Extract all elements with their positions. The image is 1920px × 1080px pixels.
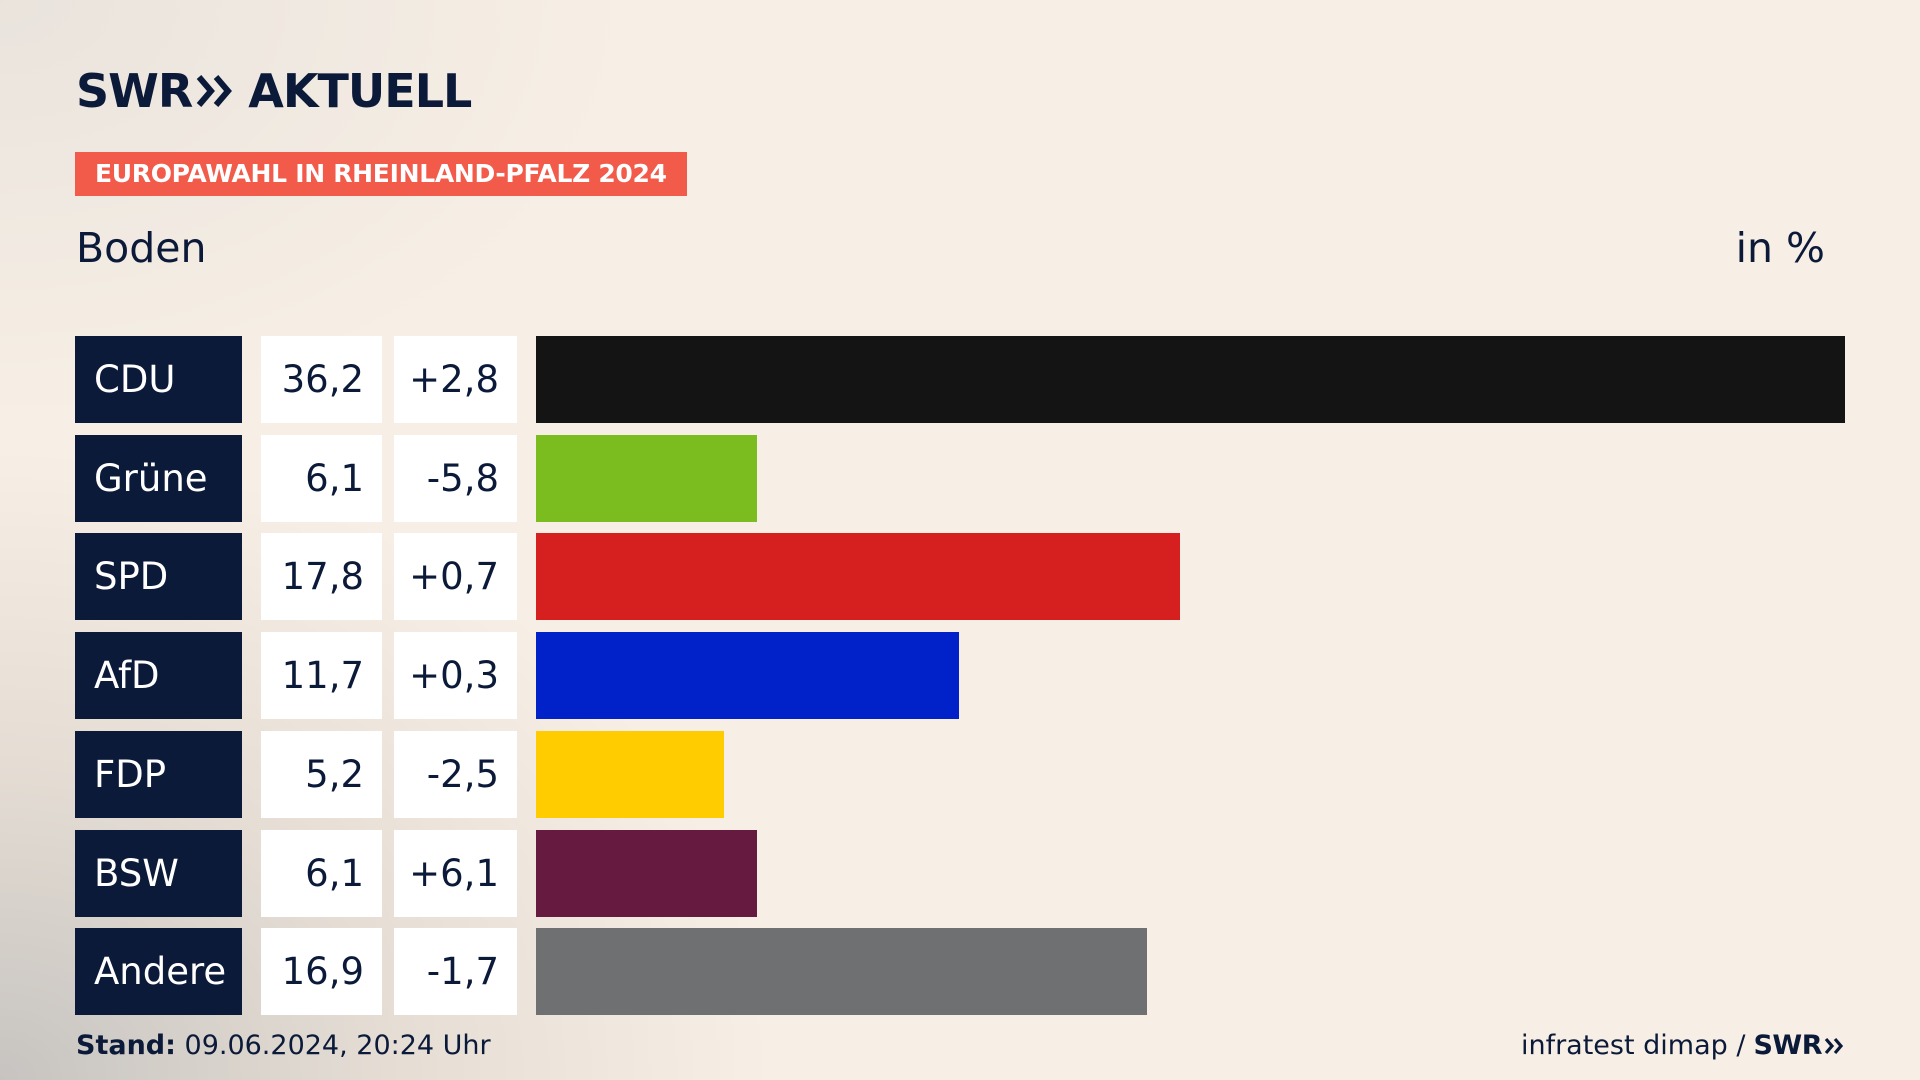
logo-product: AKTUELL	[248, 64, 472, 118]
change-value: -2,5	[394, 731, 517, 818]
party-label: BSW	[75, 830, 242, 917]
swr-aktuell-logo: SWR AKTUELL	[76, 64, 472, 118]
logo-brand: SWR	[76, 64, 193, 118]
party-label: CDU	[75, 336, 242, 423]
change-value: -5,8	[394, 435, 517, 522]
source-text: infratest dimap /	[1520, 1030, 1746, 1061]
vote-share-value: 36,2	[261, 336, 382, 423]
result-bar	[536, 731, 724, 818]
double-chevron-icon	[1824, 1037, 1844, 1055]
result-row: Grüne 6,1 -5,8	[75, 435, 1845, 522]
change-value: -1,7	[394, 928, 517, 1015]
vote-share-value: 6,1	[261, 435, 382, 522]
election-badge: EUROPAWAHL IN RHEINLAND-PFALZ 2024	[75, 152, 687, 196]
vote-share-value: 16,9	[261, 928, 382, 1015]
unit-label: in %	[1735, 224, 1825, 272]
result-bar	[536, 928, 1147, 1015]
double-chevron-icon	[197, 75, 233, 107]
result-bar	[536, 533, 1180, 620]
stand-value: 09.06.2024, 20:24 Uhr	[184, 1030, 491, 1061]
change-value: +0,3	[394, 632, 517, 719]
party-label: Grüne	[75, 435, 242, 522]
result-bar	[536, 336, 1845, 423]
vote-share-value: 17,8	[261, 533, 382, 620]
timestamp: Stand: 09.06.2024, 20:24 Uhr	[76, 1028, 491, 1064]
region-title: Boden	[76, 224, 207, 272]
result-bar	[536, 830, 757, 917]
stand-label: Stand:	[76, 1030, 176, 1061]
result-row: Andere 16,9 -1,7	[75, 928, 1845, 1015]
result-row: FDP 5,2 -2,5	[75, 731, 1845, 818]
party-label: Andere	[75, 928, 242, 1015]
result-row: SPD 17,8 +0,7	[75, 533, 1845, 620]
party-label: AfD	[75, 632, 242, 719]
change-value: +0,7	[394, 533, 517, 620]
source-brand: SWR	[1753, 1030, 1822, 1061]
change-value: +6,1	[394, 830, 517, 917]
result-row: AfD 11,7 +0,3	[75, 632, 1845, 719]
result-row: BSW 6,1 +6,1	[75, 830, 1845, 917]
result-bar	[536, 632, 959, 719]
change-value: +2,8	[394, 336, 517, 423]
result-row: CDU 36,2 +2,8	[75, 336, 1845, 423]
vote-share-value: 11,7	[261, 632, 382, 719]
source-credit: infratest dimap / SWR	[1521, 1028, 1844, 1064]
vote-share-value: 5,2	[261, 731, 382, 818]
result-bar	[536, 435, 757, 522]
party-label: SPD	[75, 533, 242, 620]
vote-share-value: 6,1	[261, 830, 382, 917]
party-label: FDP	[75, 731, 242, 818]
